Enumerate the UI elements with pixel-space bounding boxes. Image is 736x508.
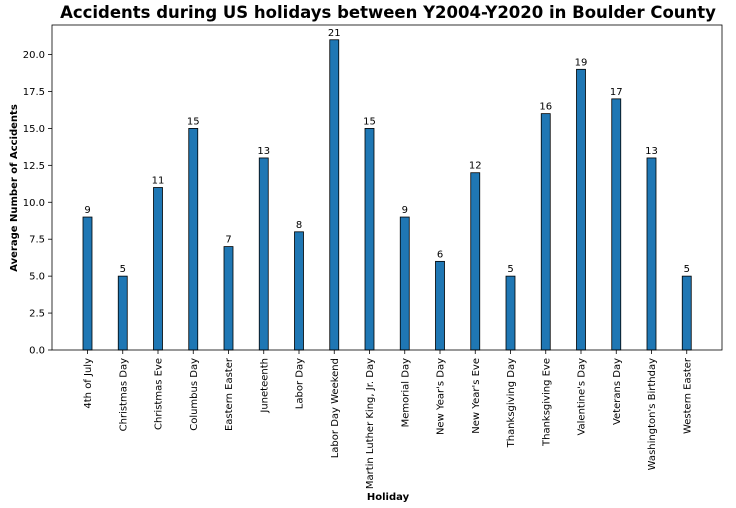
bar: [470, 172, 481, 351]
x-tick-label: Veterans Day: [612, 358, 623, 425]
data-label: 13: [645, 146, 658, 157]
x-tick-label: Juneteenth: [259, 358, 270, 414]
data-label: 11: [152, 176, 165, 187]
x-axis-label: Holiday: [367, 492, 410, 503]
bar: [611, 98, 622, 351]
x-tick-label: Christmas Eve: [154, 358, 165, 430]
bar: [505, 275, 516, 351]
data-label: 9: [402, 205, 408, 216]
y-tick-label: 12.5: [23, 161, 45, 172]
bar: [540, 113, 551, 351]
x-tick-label: New Year's Eve: [471, 358, 482, 434]
bar: [329, 39, 340, 351]
data-label: 15: [187, 116, 200, 127]
y-tick-label: 5.0: [29, 272, 45, 283]
x-tick-label: Martin Luther King, Jr. Day: [365, 358, 376, 489]
y-axis-label: Average Number of Accidents: [9, 104, 20, 272]
bar: [117, 275, 128, 351]
data-label: 5: [684, 264, 690, 275]
x-tick-label: Washington's Birthday: [647, 358, 658, 470]
y-tick-label: 10.0: [23, 198, 45, 209]
data-label: 21: [328, 28, 341, 39]
bar: [646, 157, 657, 351]
plot-area: 9 4th of July 5 Christmas Day 11 Christmas Ev…: [23, 24, 723, 489]
x-tick-label: Thanksgiving Day: [506, 358, 517, 448]
data-label: 19: [575, 57, 588, 68]
bar: [82, 216, 93, 351]
bar: [364, 128, 375, 351]
bar: [188, 128, 199, 351]
data-label: 17: [610, 87, 623, 98]
x-tick-label: Labor Day: [295, 358, 306, 409]
data-label: 15: [363, 116, 376, 127]
data-label: 12: [469, 161, 482, 172]
x-tick-label: Memorial Day: [400, 358, 411, 427]
data-label: 16: [539, 102, 552, 113]
x-tick-label: Labor Day Weekend: [330, 358, 341, 458]
data-label: 7: [225, 235, 231, 246]
y-tick-label: 17.5: [23, 87, 45, 98]
chart-title: Accidents during US holidays between Y20…: [60, 3, 716, 22]
x-tick-label: Columbus Day: [189, 358, 200, 431]
bar: [576, 68, 586, 351]
bar: [153, 187, 163, 351]
y-tick-label: 15.0: [23, 124, 45, 135]
y-tick-label: 2.5: [29, 309, 45, 320]
x-tick-label: Eastern Easter: [224, 357, 235, 431]
data-label: 8: [296, 220, 302, 231]
bar: [681, 275, 692, 351]
y-tick-label: 7.5: [29, 235, 45, 246]
x-tick-label: Western Easter: [682, 357, 693, 434]
data-label: 13: [257, 146, 270, 157]
x-tick-label: New Year's Day: [436, 358, 447, 435]
bar: [435, 260, 445, 351]
x-tick-label: Christmas Day: [118, 358, 129, 431]
bar: [258, 157, 269, 351]
x-tick-label: 4th of July: [83, 358, 94, 409]
data-label: 6: [437, 249, 443, 260]
data-label: 5: [507, 264, 513, 275]
bar: [399, 216, 410, 351]
axes-frame: [51, 24, 723, 351]
y-tick-label: 0.0: [29, 346, 45, 357]
bar: [294, 231, 304, 351]
x-tick-label: Valentine's Day: [577, 358, 588, 436]
x-tick-label: Thanksgiving Eve: [541, 358, 552, 447]
bar: [223, 246, 234, 351]
y-tick-label: 20.0: [23, 50, 45, 61]
data-label: 5: [120, 264, 126, 275]
data-label: 9: [84, 205, 90, 216]
